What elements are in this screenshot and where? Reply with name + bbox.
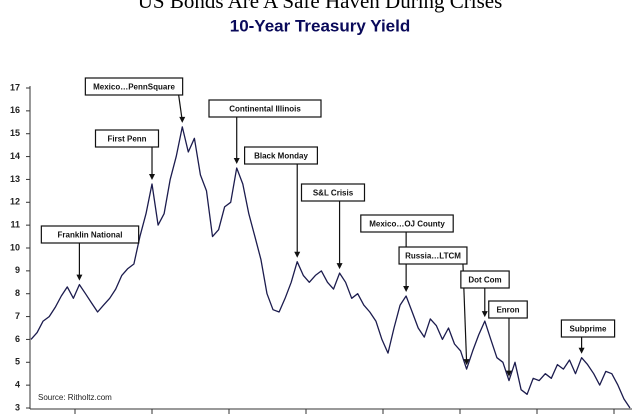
annotation-box [208, 99, 322, 118]
annotation-label: Franklin National [58, 231, 123, 240]
annotation-box [40, 225, 140, 244]
annotation-box [94, 129, 160, 148]
annotation-arrowhead [403, 286, 410, 292]
annotation-box [300, 183, 366, 202]
y-tick-label: 9 [15, 265, 20, 275]
annotation-arrow [178, 94, 183, 121]
y-tick-label: 13 [10, 174, 20, 184]
annotation-label: Continental Illinois [229, 105, 301, 114]
annotation-box [560, 319, 616, 338]
annotation-arrowhead [481, 311, 488, 318]
annotation-label: Dot Com [468, 276, 501, 285]
y-tick-label: 12 [10, 197, 20, 207]
annotation-label: Russia…LTCM [405, 252, 461, 261]
source-note: Source: Ritholtz.com [38, 393, 112, 402]
y-tick-label: 15 [10, 128, 20, 138]
y-tick-label: 3 [15, 402, 20, 412]
annotation-arrowhead [294, 251, 301, 258]
annotation-box [360, 214, 454, 233]
y-tick-label: 5 [15, 357, 20, 367]
annotation-label: Enron [496, 306, 519, 315]
y-tick-label: 4 [15, 380, 20, 390]
annotation-arrowhead [505, 370, 512, 377]
annotation-label: Mexico…OJ County [369, 220, 445, 229]
y-tick-label: 14 [10, 151, 20, 161]
y-tick-label: 17 [10, 82, 20, 92]
annotation-label: Subprime [570, 325, 607, 334]
y-tick-label: 11 [10, 220, 20, 230]
y-tick-label: 8 [15, 288, 20, 298]
annotation-arrowhead [76, 274, 83, 281]
annotation-arrowhead [233, 158, 240, 164]
annotation-arrowhead [463, 359, 470, 366]
annotation-arrowhead [578, 347, 585, 354]
annotation-arrowhead [149, 174, 156, 180]
annotation-box [398, 246, 468, 265]
chart-subtitle: 10-Year Treasury Yield [230, 16, 411, 35]
annotation-arrowhead [179, 116, 186, 123]
y-tick-label: 10 [10, 242, 20, 252]
chart-title: US Bonds Are A Safe Haven During Crises [138, 0, 503, 13]
y-tick-label: 16 [10, 105, 20, 115]
annotation-label: Black Monday [254, 152, 308, 161]
annotation-arrowhead [336, 263, 343, 270]
x-axis-ticks [74, 409, 615, 414]
annotation-label: S&L Crisis [313, 189, 354, 198]
annotation-box [84, 77, 184, 96]
annotation-label: First Penn [107, 135, 146, 144]
y-tick-label: 6 [15, 334, 20, 344]
y-tick-label: 7 [15, 311, 20, 321]
yield-line [30, 126, 631, 409]
annotation-box [488, 300, 528, 319]
annotation-label: Mexico…PennSquare [93, 83, 175, 92]
annotation-box [244, 146, 319, 165]
